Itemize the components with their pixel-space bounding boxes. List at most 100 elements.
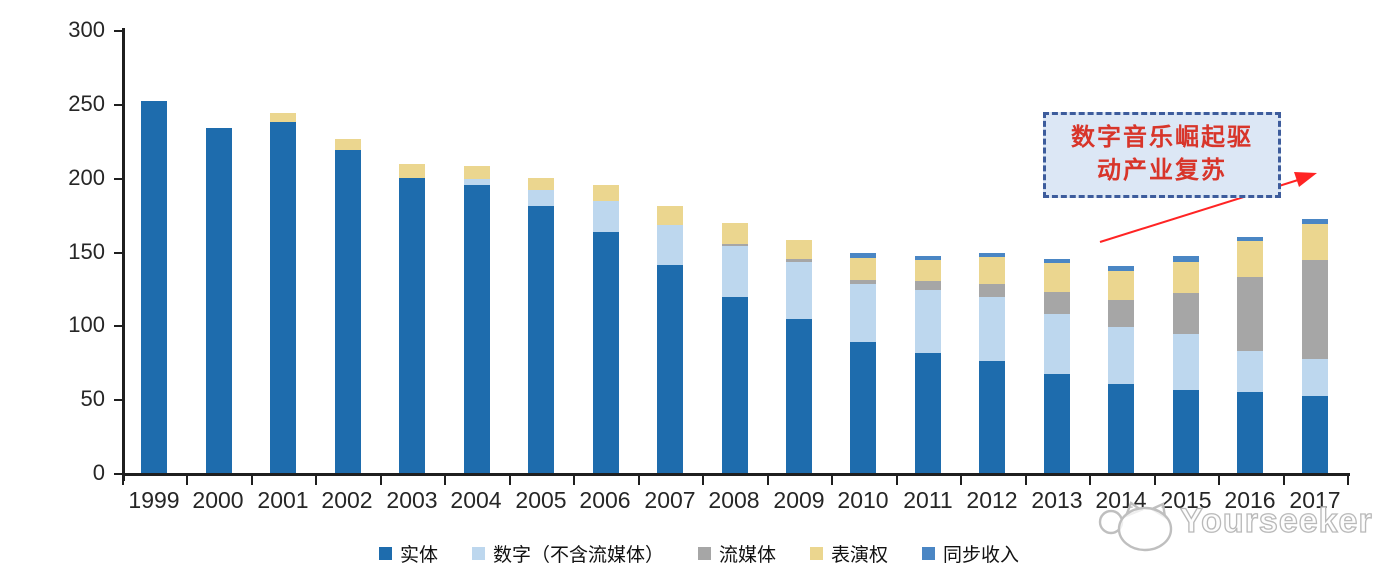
bar-segment-表演权 bbox=[1173, 261, 1199, 293]
bar-segment-数字（不含流媒体） bbox=[528, 189, 554, 206]
bar-segment-流媒体 bbox=[915, 281, 941, 290]
watermark-text: Yourseeker bbox=[1179, 501, 1373, 540]
x-axis-label: 2000 bbox=[192, 487, 244, 513]
x-axis-label: 2013 bbox=[1031, 487, 1083, 513]
bar-1999 bbox=[141, 100, 167, 473]
bar-segment-表演权 bbox=[270, 112, 296, 122]
y-axis-tick bbox=[114, 399, 122, 401]
bar-segment-同步收入 bbox=[979, 253, 1005, 258]
legend-item-同步收入: 同步收入 bbox=[922, 540, 1019, 567]
bar-segment-数字（不含流媒体） bbox=[464, 179, 490, 186]
legend-item-表演权: 表演权 bbox=[810, 540, 888, 567]
bar-segment-流媒体 bbox=[1302, 260, 1328, 360]
bar-2014 bbox=[1108, 266, 1134, 473]
x-axis-tick bbox=[1089, 476, 1091, 485]
bar-segment-表演权 bbox=[593, 185, 619, 202]
x-axis-tick bbox=[702, 476, 704, 485]
x-axis-line bbox=[122, 473, 1350, 476]
bar-2001 bbox=[270, 112, 296, 473]
x-axis-tick bbox=[767, 476, 769, 485]
bar-segment-实体 bbox=[528, 205, 554, 473]
bar-segment-实体 bbox=[850, 341, 876, 473]
bar-2004 bbox=[464, 165, 490, 473]
bar-segment-流媒体 bbox=[1108, 300, 1134, 327]
x-axis-tick bbox=[573, 476, 575, 485]
x-axis-label: 2017 bbox=[1289, 487, 1341, 513]
bar-segment-数字（不含流媒体） bbox=[1044, 313, 1070, 375]
bar-segment-实体 bbox=[464, 185, 490, 473]
bar-segment-数字（不含流媒体） bbox=[1237, 350, 1263, 392]
y-axis-tick bbox=[114, 325, 122, 327]
bar-segment-表演权 bbox=[657, 205, 683, 225]
y-axis-tick-label: 250 bbox=[68, 91, 105, 116]
y-axis-tick bbox=[114, 252, 122, 254]
bar-2007 bbox=[657, 205, 683, 473]
bar-segment-表演权 bbox=[850, 257, 876, 280]
bar-segment-数字（不含流媒体） bbox=[979, 297, 1005, 361]
x-axis-tick bbox=[315, 476, 317, 485]
x-axis-label: 2010 bbox=[837, 487, 889, 513]
bar-segment-数字（不含流媒体） bbox=[786, 261, 812, 320]
bar-segment-表演权 bbox=[399, 164, 425, 178]
bar-segment-表演权 bbox=[464, 165, 490, 180]
bar-2015 bbox=[1173, 256, 1199, 473]
bar-segment-实体 bbox=[1302, 396, 1328, 473]
x-axis-tick bbox=[380, 476, 382, 485]
x-axis-tick bbox=[1347, 476, 1349, 485]
bar-2013 bbox=[1044, 259, 1070, 473]
bar-segment-实体 bbox=[1237, 391, 1263, 473]
bar-segment-实体 bbox=[657, 264, 683, 473]
bar-segment-实体 bbox=[1173, 390, 1199, 473]
bar-2009 bbox=[786, 239, 812, 473]
x-axis-tick bbox=[251, 476, 253, 485]
bar-segment-实体 bbox=[786, 319, 812, 473]
bar-segment-表演权 bbox=[979, 257, 1005, 285]
bar-segment-表演权 bbox=[915, 260, 941, 282]
bar-segment-同步收入 bbox=[1302, 219, 1328, 224]
y-axis-tick-label: 150 bbox=[68, 239, 105, 264]
x-axis-tick bbox=[1218, 476, 1220, 485]
x-axis-label: 2012 bbox=[966, 487, 1018, 513]
x-axis-label: 2005 bbox=[515, 487, 567, 513]
bar-segment-表演权 bbox=[1044, 263, 1070, 292]
bar-segment-实体 bbox=[270, 121, 296, 473]
x-axis-tick bbox=[444, 476, 446, 485]
y-axis-tick-label: 50 bbox=[80, 386, 105, 411]
bar-2002 bbox=[335, 139, 361, 473]
y-axis-tick-label: 100 bbox=[68, 312, 105, 337]
bar-segment-数字（不含流媒体） bbox=[722, 245, 748, 298]
bar-segment-表演权 bbox=[1108, 270, 1134, 301]
bar-2005 bbox=[528, 177, 554, 473]
bar-segment-表演权 bbox=[722, 223, 748, 245]
bar-segment-同步收入 bbox=[1108, 266, 1134, 271]
bar-segment-数字（不含流媒体） bbox=[1302, 359, 1328, 397]
legend: 实体 数字（不含流媒体） 流媒体 表演权 同步收入 bbox=[0, 540, 1398, 567]
x-axis-label: 2003 bbox=[386, 487, 438, 513]
annotation-text-line2: 动产业复苏 bbox=[1097, 158, 1227, 184]
x-axis-label: 2009 bbox=[773, 487, 825, 513]
bar-2016 bbox=[1237, 236, 1263, 473]
bar-segment-表演权 bbox=[528, 177, 554, 190]
bar-segment-实体 bbox=[593, 232, 619, 473]
bar-segment-同步收入 bbox=[915, 255, 941, 261]
annotation-text-line1: 数字音乐崛起驱 bbox=[1071, 125, 1253, 151]
bar-segment-实体 bbox=[722, 297, 748, 473]
x-axis-label: 2015 bbox=[1160, 487, 1212, 513]
y-axis-tick bbox=[114, 104, 122, 106]
x-axis-tick bbox=[831, 476, 833, 485]
bar-segment-同步收入 bbox=[1044, 259, 1070, 264]
y-axis-tick bbox=[114, 30, 122, 32]
bar-2003 bbox=[399, 164, 425, 473]
bar-segment-实体 bbox=[206, 127, 232, 473]
y-axis-tick-label: 0 bbox=[92, 460, 105, 485]
x-axis-label: 1999 bbox=[128, 487, 180, 513]
yourseeker-logo-icon bbox=[1098, 501, 1173, 552]
bar-segment-数字（不含流媒体） bbox=[915, 289, 941, 354]
bar-segment-表演权 bbox=[1302, 223, 1328, 261]
bar-segment-流媒体 bbox=[850, 279, 876, 285]
bar-segment-数字（不含流媒体） bbox=[850, 284, 876, 342]
legend-item-流媒体: 流媒体 bbox=[697, 540, 776, 567]
y-axis-tick bbox=[114, 178, 122, 180]
x-axis-tick bbox=[896, 476, 898, 485]
